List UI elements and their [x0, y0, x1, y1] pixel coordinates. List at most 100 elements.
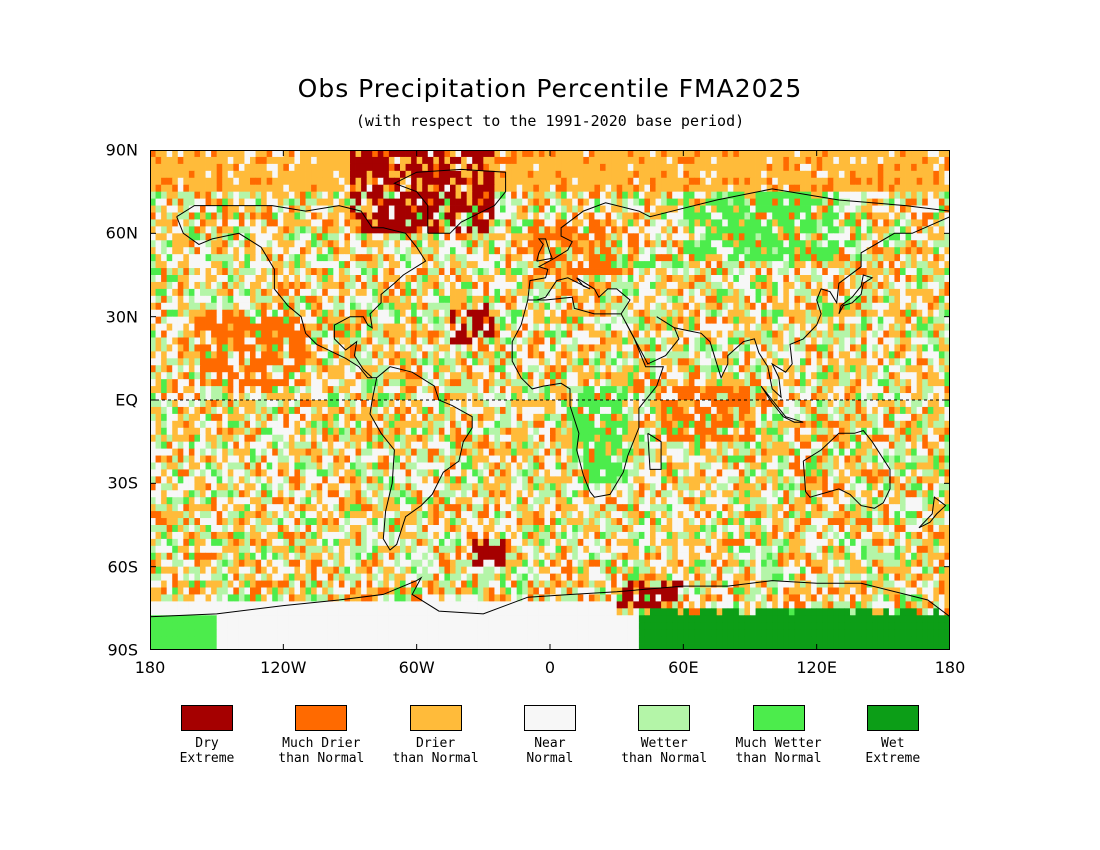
grid-cell	[366, 205, 373, 213]
grid-cell	[705, 323, 712, 331]
grid-cell	[766, 156, 773, 165]
grid-cell	[255, 295, 262, 304]
grid-cell	[244, 240, 251, 248]
grid-cell	[327, 233, 334, 241]
grid-cell	[772, 288, 779, 297]
grid-cell	[472, 316, 479, 325]
grid-cell	[194, 323, 201, 331]
grid-cell	[266, 323, 273, 331]
grid-cell	[355, 205, 362, 213]
grid-cell	[800, 372, 806, 380]
grid-cell	[527, 330, 534, 338]
grid-cell	[272, 358, 279, 366]
grid-cell	[594, 330, 601, 338]
grid-cell	[611, 344, 618, 352]
grid-cell	[494, 323, 501, 331]
grid-cell	[377, 337, 384, 345]
grid-cell	[311, 323, 318, 331]
grid-cell	[716, 372, 723, 380]
grid-cell	[672, 365, 679, 373]
grid-cell	[705, 184, 712, 193]
grid-cell	[200, 219, 206, 227]
grid-cell	[761, 365, 768, 373]
grid-cell	[344, 219, 351, 227]
grid-cell	[594, 191, 601, 200]
grid-cell	[694, 379, 701, 387]
grid-cell	[394, 156, 401, 165]
grid-cell	[466, 212, 473, 220]
grid-cell	[700, 156, 706, 165]
grid-cell	[822, 254, 829, 262]
grid-cell	[388, 205, 395, 213]
grid-cell	[944, 191, 950, 200]
grid-cell	[461, 226, 468, 234]
grid-cell	[361, 275, 368, 283]
grid-cell	[616, 156, 623, 165]
grid-cell	[150, 281, 156, 290]
grid-cell	[566, 261, 573, 269]
grid-cell	[638, 372, 645, 380]
grid-cell	[861, 379, 868, 387]
grid-cell	[444, 365, 451, 373]
grid-cell	[338, 268, 345, 276]
grid-cell	[888, 288, 895, 297]
grid-cell	[455, 309, 462, 318]
grid-cell	[750, 247, 756, 255]
grid-cell	[383, 156, 390, 165]
grid-cell	[755, 275, 762, 283]
grid-cell	[866, 316, 873, 325]
grid-cell	[833, 351, 840, 359]
grid-cell	[900, 365, 906, 373]
grid-cell	[294, 177, 301, 186]
grid-cell	[450, 330, 456, 338]
grid-cell	[716, 261, 723, 269]
grid-cell	[588, 358, 595, 366]
grid-cell	[450, 288, 456, 297]
grid-cell	[444, 254, 451, 262]
grid-cell	[727, 379, 734, 387]
grid-cell	[777, 330, 784, 338]
grid-cell	[344, 198, 351, 206]
grid-cell	[561, 309, 568, 318]
grid-cell	[261, 170, 268, 179]
grid-cell	[900, 233, 906, 241]
grid-cell	[200, 170, 206, 179]
grid-cell	[227, 288, 234, 297]
grid-cell	[655, 233, 662, 241]
grid-cell	[883, 295, 890, 304]
grid-cell	[238, 323, 245, 331]
grid-cell	[822, 261, 829, 269]
grid-cell	[594, 177, 601, 186]
grid-cell	[811, 316, 818, 325]
grid-cell	[294, 323, 301, 331]
grid-cell	[250, 288, 256, 297]
grid-cell	[927, 198, 934, 206]
grid-cell	[222, 337, 229, 345]
grid-cell	[400, 344, 406, 352]
grid-cell	[505, 386, 512, 394]
grid-cell	[494, 247, 501, 255]
grid-cell	[450, 268, 456, 276]
grid-cell	[905, 351, 912, 359]
grid-cell	[700, 302, 706, 311]
grid-cell	[838, 372, 845, 380]
grid-cell	[611, 351, 618, 359]
grid-cell	[788, 150, 795, 158]
grid-cell	[577, 281, 584, 290]
grid-cell	[538, 212, 545, 220]
grid-cell	[855, 358, 862, 366]
grid-cell	[161, 337, 168, 345]
grid-cell	[577, 247, 584, 255]
grid-cell	[738, 288, 745, 297]
grid-cell	[322, 330, 329, 338]
grid-cell	[711, 191, 718, 200]
grid-cell	[827, 365, 834, 373]
grid-cell	[616, 170, 623, 179]
grid-cell	[544, 316, 551, 325]
grid-cell	[194, 268, 201, 276]
grid-cell	[355, 233, 362, 241]
grid-cell	[244, 358, 251, 366]
grid-cell	[377, 184, 384, 193]
grid-cell	[316, 184, 323, 193]
grid-cell	[244, 344, 251, 352]
